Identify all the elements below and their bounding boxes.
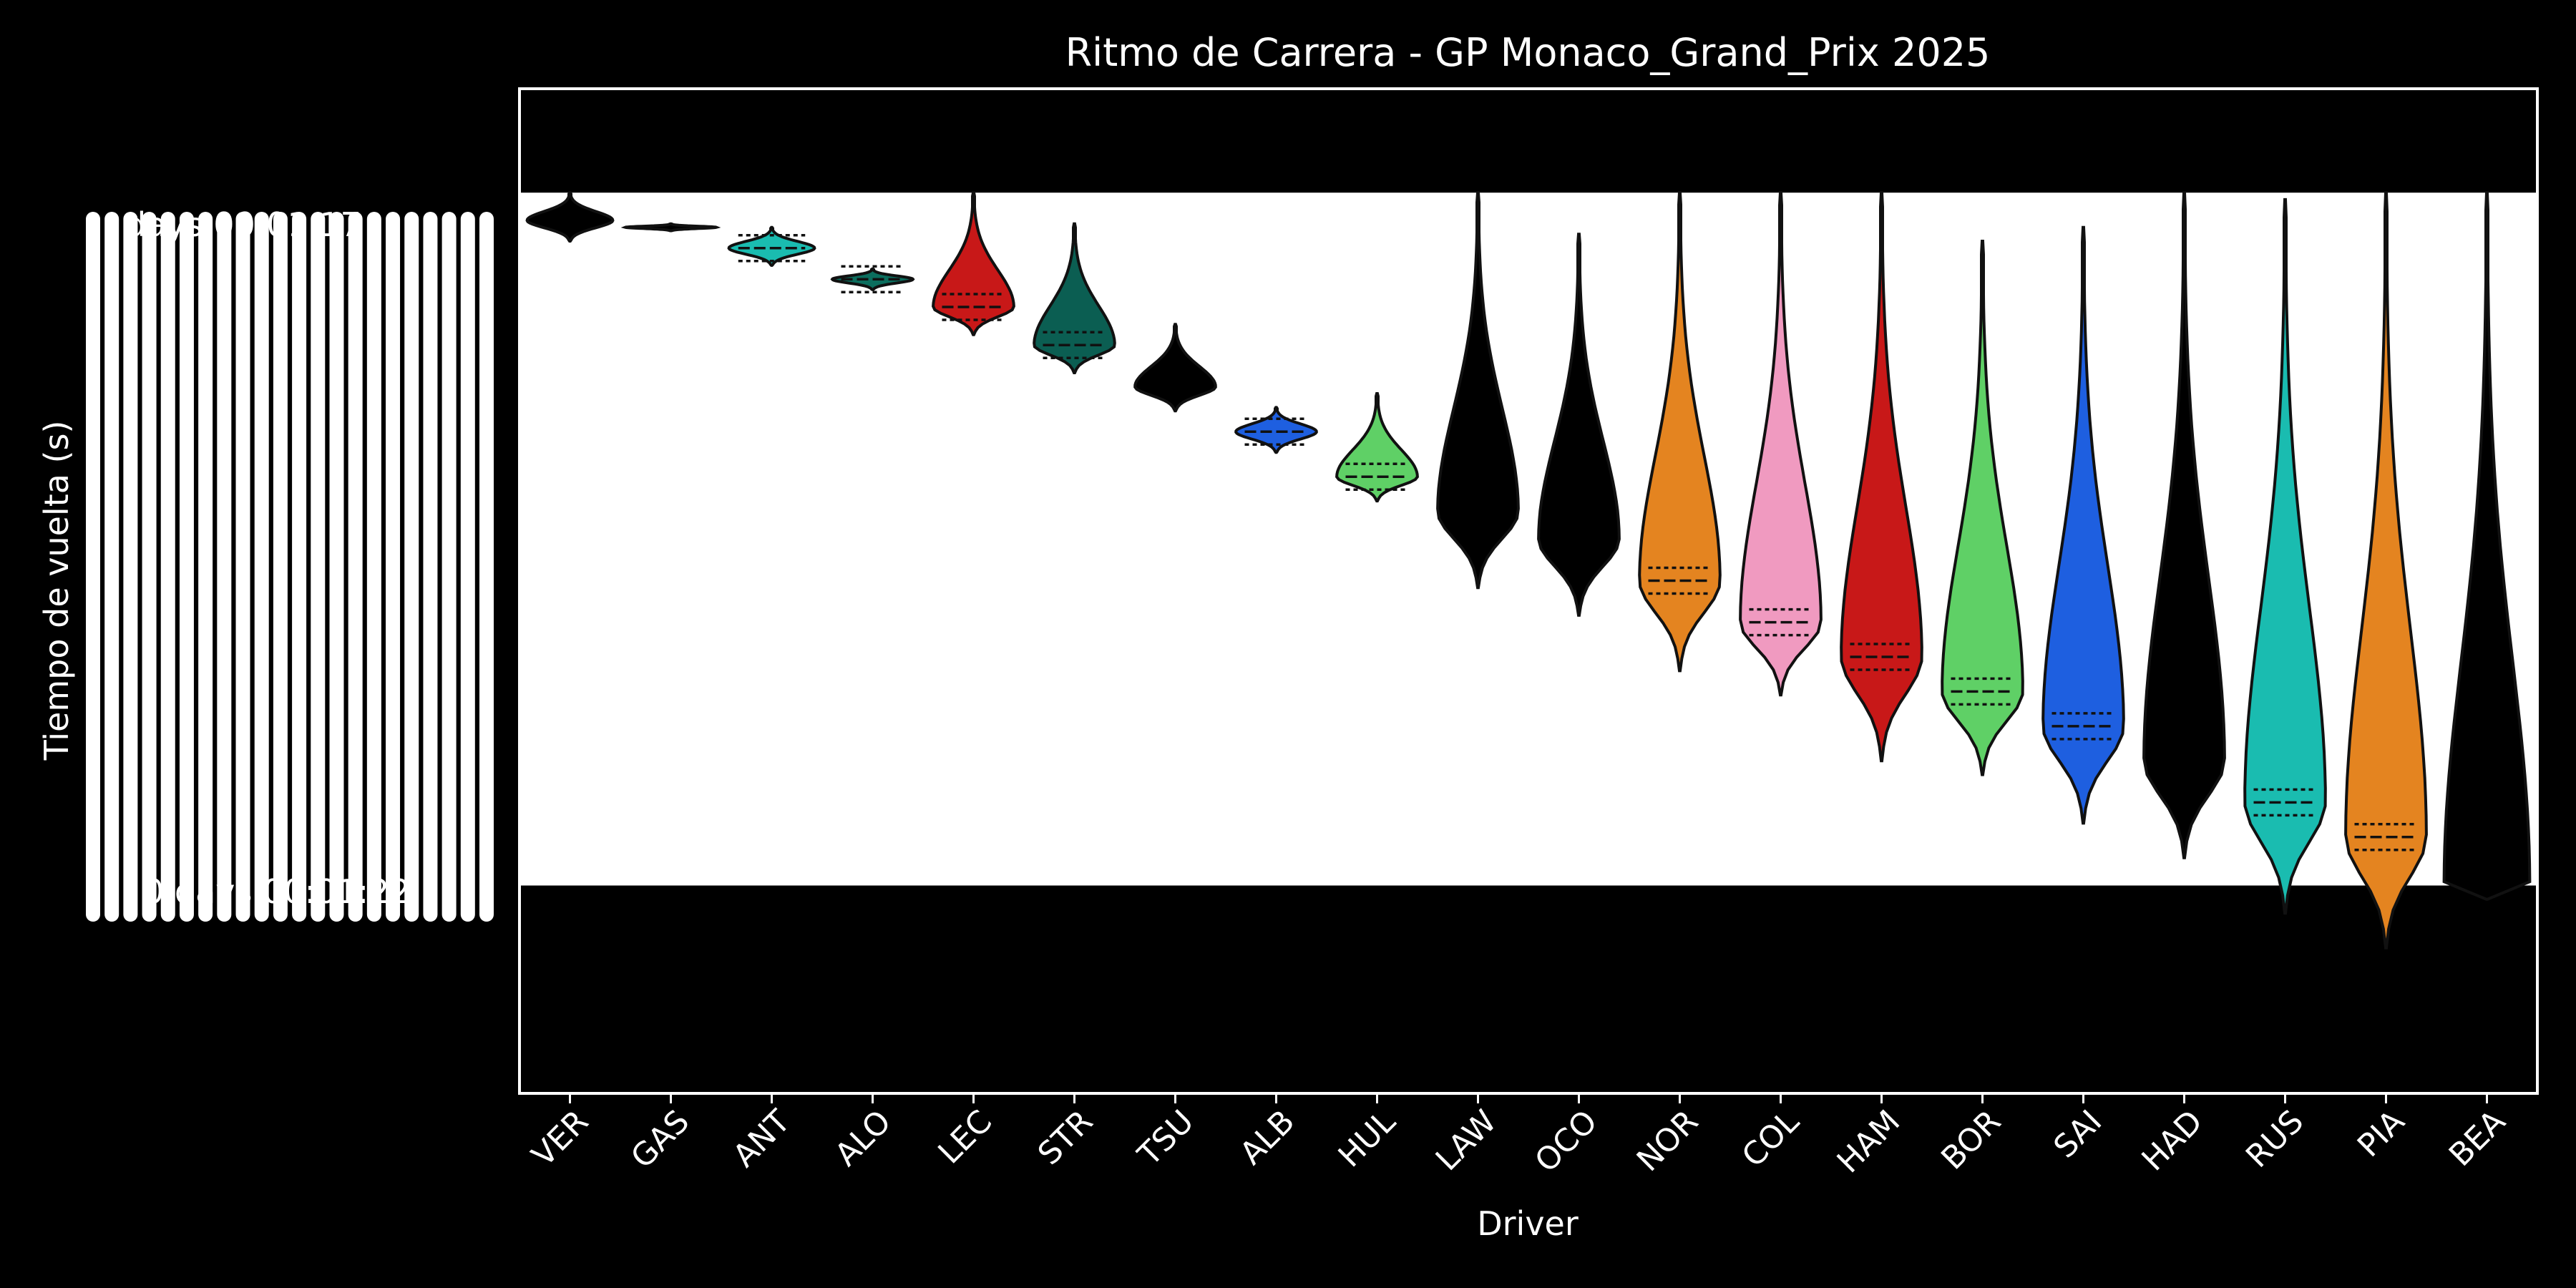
violin-alb xyxy=(1234,406,1318,454)
violin-ver xyxy=(525,191,615,243)
y-tick-label-smear xyxy=(479,212,494,922)
plot-area xyxy=(519,89,2537,1093)
y-tick-label-smear xyxy=(329,212,344,922)
y-tick-label-smear xyxy=(273,212,288,922)
y-tick-label-smear xyxy=(123,212,138,922)
violin-had xyxy=(2142,191,2226,859)
y-tick-label-smear xyxy=(441,212,457,922)
violin-gas xyxy=(620,222,721,233)
x-axis-label: Driver xyxy=(1477,1204,1579,1243)
y-tick-label-smear xyxy=(254,212,269,922)
violin-bea xyxy=(2442,191,2532,901)
violin-tsu xyxy=(1133,323,1217,413)
y-tick-label-smear xyxy=(311,212,326,922)
violin-pia xyxy=(2344,191,2428,950)
violin-str xyxy=(1033,222,1116,374)
y-tick-label-smear xyxy=(198,212,213,922)
y-tick-label-smear xyxy=(423,212,438,922)
y-tick-label-smear xyxy=(104,212,119,922)
y-tick-label-fragment-top: days 00:01:17 xyxy=(125,205,361,244)
y-tick-label-smear xyxy=(160,212,175,922)
y-tick-label-smear xyxy=(386,212,401,922)
violin-hul xyxy=(1335,392,1419,503)
y-ticks: days 00:01:17 0 days 00:01:22 xyxy=(86,205,494,922)
plot-frame xyxy=(518,87,2539,1095)
y-tick-label-smear xyxy=(348,212,363,922)
violin-ant xyxy=(727,225,816,267)
violin-col xyxy=(1739,191,1823,697)
violin-rus xyxy=(2243,197,2327,915)
violin-nor xyxy=(1638,191,1722,673)
y-tick-label-smear xyxy=(292,212,307,922)
y-tick-label-smear xyxy=(179,212,194,922)
y-tick-label-smear xyxy=(235,212,250,922)
y-tick-label-smear xyxy=(142,212,157,922)
violin-lec xyxy=(932,191,1015,336)
violin-ham xyxy=(1840,191,1923,763)
y-tick-label-fragment-bottom: 0 days 00:01:22 xyxy=(143,872,411,911)
violin-alo xyxy=(830,267,915,291)
y-tick-label-smear xyxy=(404,212,419,922)
violins-layer xyxy=(525,191,2532,950)
violin-sai xyxy=(2041,225,2125,825)
y-axis-label: Tiempo de vuelta (s) xyxy=(37,421,76,761)
violin-law xyxy=(1436,191,1520,590)
violin-bor xyxy=(1941,240,2024,776)
data-panel xyxy=(519,192,2537,886)
chart-title: Ritmo de Carrera - GP Monaco_Grand_Prix … xyxy=(1065,30,1991,75)
y-tick-label-smear xyxy=(86,212,100,922)
y-tick-label-smear xyxy=(217,212,232,922)
violin-oco xyxy=(1537,233,1621,617)
y-tick-label-smear xyxy=(460,212,475,922)
y-tick-label-smear xyxy=(366,212,381,922)
